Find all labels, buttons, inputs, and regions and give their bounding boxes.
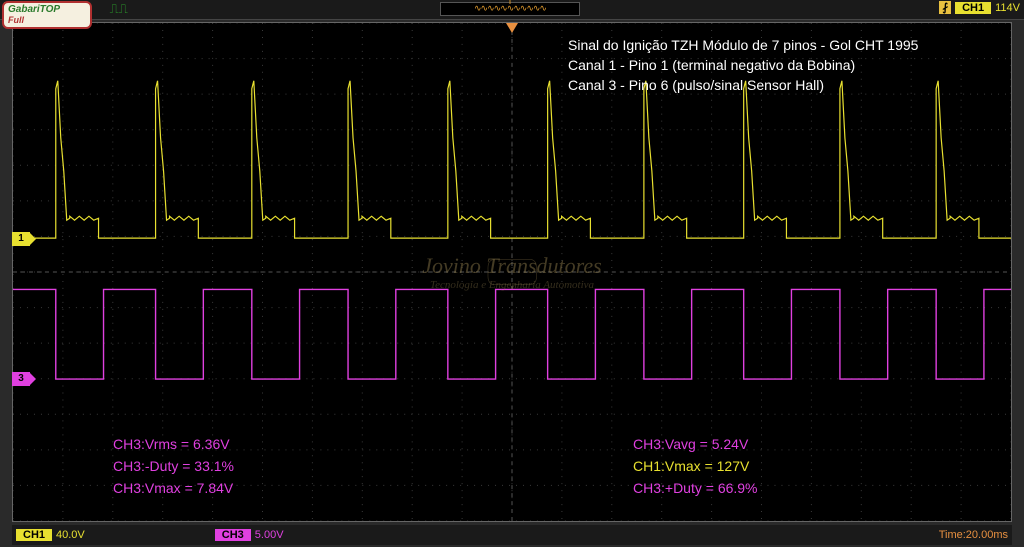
trigger-marker-icon: T xyxy=(507,0,513,6)
trigger-level-value: 114V xyxy=(995,2,1020,14)
top-toolbar: GabariTOP Full RUN ⎍⎍ T ∿∿∿∿∿∿∿∿∿∿∿ ⨏ CH… xyxy=(0,0,1024,20)
ch1-scale-value: 40.0V xyxy=(56,529,85,541)
ch3-scale-readout[interactable]: CH3 5.00V xyxy=(211,529,288,541)
rising-edge-icon: ⨏ xyxy=(939,1,951,14)
trigger-channel-badge: CH1 xyxy=(955,2,991,14)
trigger-readout: ⨏ CH1 114V xyxy=(939,1,1020,14)
annotation-line-1: Sinal do Ignição TZH Módulo de 7 pinos -… xyxy=(568,35,918,55)
ch3-scale-value: 5.00V xyxy=(255,529,284,541)
logo-badge: GabariTOP Full xyxy=(2,1,92,29)
measurements-right: CH3:Vavg = 5.24V CH1:Vmax = 127V CH3:+Du… xyxy=(633,433,758,499)
ch1-badge: CH1 xyxy=(16,529,52,541)
annotation-line-3: Canal 3 - Pino 6 (pulso/sinal Sensor Hal… xyxy=(568,75,918,95)
timebase-value[interactable]: Time:20.00ms xyxy=(939,529,1008,541)
annotation-block: Sinal do Ignição TZH Módulo de 7 pinos -… xyxy=(568,35,918,95)
logo-line2: Full xyxy=(8,15,86,26)
measurements-left: CH3:Vrms = 6.36V CH3:-Duty = 33.1% CH3:V… xyxy=(113,433,234,499)
meas-ch3-vrms: CH3:Vrms = 6.36V xyxy=(113,433,234,455)
meas-ch3-vavg: CH3:Vavg = 5.24V xyxy=(633,433,758,455)
meas-ch3-vmax: CH3:Vmax = 7.84V xyxy=(113,477,234,499)
ch1-ground-marker[interactable]: 1 xyxy=(12,232,30,246)
meas-ch1-vmax: CH1:Vmax = 127V xyxy=(633,455,758,477)
oscilloscope-display: 1 3 Jovino Transdutores Tecnologia e Eng… xyxy=(12,22,1012,522)
ch3-badge: CH3 xyxy=(215,529,251,541)
coupling-pulse-icon: ⎍⎍ xyxy=(110,2,128,17)
annotation-line-2: Canal 1 - Pino 1 (terminal negativo da B… xyxy=(568,55,918,75)
meas-ch3-neg-duty: CH3:-Duty = 33.1% xyxy=(113,455,234,477)
trigger-position-bar[interactable]: T ∿∿∿∿∿∿∿∿∿∿∿ xyxy=(440,2,580,16)
meas-ch3-pos-duty: CH3:+Duty = 66.9% xyxy=(633,477,758,499)
ch3-ground-marker[interactable]: 3 xyxy=(12,372,30,386)
ch1-scale-readout[interactable]: CH1 40.0V xyxy=(12,529,89,541)
logo-line1: GabariTOP xyxy=(8,4,86,15)
bottom-toolbar: CH1 40.0V CH3 5.00V Time:20.00ms xyxy=(12,525,1012,545)
